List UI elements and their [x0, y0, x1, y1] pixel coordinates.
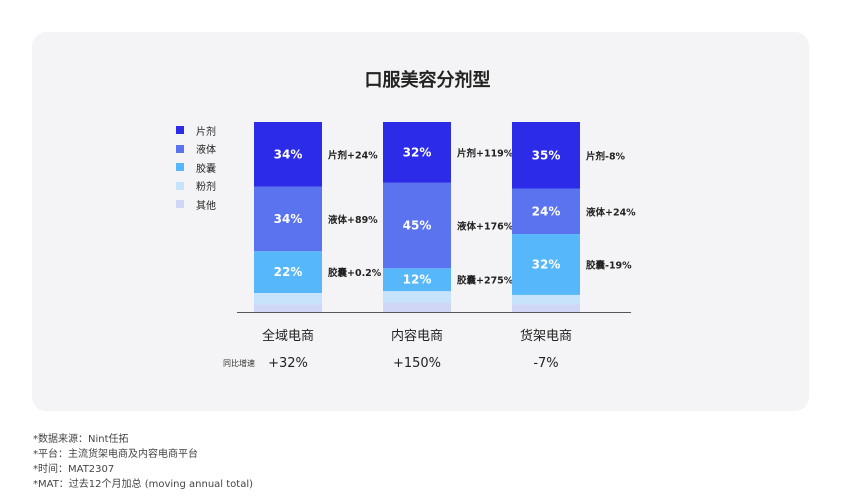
change-label-liquid-shelf: 液体+24%	[586, 206, 636, 218]
legend-swatch-capsule	[176, 163, 184, 172]
bar-segment-liquid-content	[383, 182, 451, 269]
legend-label-capsule: 胶囊	[196, 163, 216, 175]
chart-title: 口服美容分剂型	[364, 70, 491, 91]
legend-swatch-other	[176, 200, 184, 209]
category-label-all: 全域电商	[262, 328, 314, 344]
legend-item-capsule: 胶囊	[176, 158, 216, 177]
bar-segment-capsule-shelf	[512, 234, 580, 295]
bar-segment-capsule-all	[254, 251, 322, 293]
growth-value-all: +32%	[268, 356, 308, 371]
change-label-tablet-content: 片剂+119%	[457, 147, 514, 159]
bar-segment-powder-content	[383, 291, 451, 303]
legend-label-powder: 粉剂	[196, 182, 216, 194]
legend-swatch-powder	[176, 181, 184, 190]
data-label-tablet-all: 34%	[274, 147, 303, 161]
change-label-capsule-content: 胶囊+275%	[457, 275, 514, 287]
category-label-content: 内容电商	[391, 328, 443, 344]
chart-legend: 片剂 液体 胶囊 粉剂 其他	[176, 121, 216, 214]
legend-label-tablet: 片剂	[196, 126, 216, 138]
data-label-tablet-content: 32%	[403, 145, 432, 159]
footnote-platform: *平台：主流货架电商及内容电商平台	[33, 449, 198, 460]
data-label-liquid-shelf: 24%	[532, 204, 561, 218]
change-label-liquid-all: 液体+89%	[328, 214, 378, 226]
footnote-source: *数据来源：Nint任拓	[33, 434, 129, 445]
data-label-liquid-all: 34%	[274, 212, 303, 226]
legend-label-other: 其他	[196, 200, 216, 212]
bar-segment-other-all	[254, 304, 322, 312]
bar-segment-powder-shelf	[512, 294, 580, 305]
data-label-capsule-shelf: 32%	[532, 258, 561, 272]
bar-segment-other-shelf	[512, 304, 580, 312]
growth-value-shelf: -7%	[533, 356, 558, 371]
bar-segment-powder-all	[254, 293, 322, 305]
legend-item-tablet: 片剂	[176, 121, 216, 140]
legend-swatch-liquid	[176, 144, 184, 153]
category-label-shelf: 货架电商	[520, 328, 572, 344]
bar-segment-other-content	[383, 302, 451, 312]
legend-swatch-tablet	[176, 126, 184, 135]
data-label-capsule-content: 12%	[403, 273, 432, 287]
data-label-capsule-all: 22%	[274, 265, 303, 279]
legend-item-liquid: 液体	[176, 140, 216, 159]
change-label-liquid-content: 液体+176%	[457, 221, 514, 233]
footnote-time: *时间：MAT2307	[33, 464, 115, 475]
growth-value-content: +150%	[393, 356, 441, 371]
change-label-tablet-all: 片剂+24%	[328, 149, 378, 161]
bar-segment-tablet-content	[383, 122, 451, 183]
data-label-liquid-content: 45%	[403, 219, 432, 233]
footnote-mat: *MAT：过去12个月加总 (moving annual total)	[33, 479, 254, 490]
legend-item-powder: 粉剂	[176, 177, 216, 196]
legend-label-liquid: 液体	[196, 145, 216, 157]
bar-segment-tablet-shelf	[512, 122, 580, 189]
footnotes: *数据来源：Nint任拓 *平台：主流货架电商及内容电商平台 *时间：MAT23…	[33, 432, 253, 492]
bar-segment-tablet-all	[254, 122, 322, 187]
bar-segment-liquid-shelf	[512, 188, 580, 235]
change-label-capsule-all: 胶囊+0.2%	[328, 267, 382, 279]
change-label-capsule-shelf: 胶囊-19%	[586, 260, 632, 272]
data-label-tablet-shelf: 35%	[532, 148, 561, 162]
growth-label: 同比增速	[223, 359, 255, 368]
bar-segment-liquid-all	[254, 186, 322, 252]
change-label-tablet-shelf: 片剂-8%	[586, 150, 626, 162]
legend-item-other: 其他	[176, 195, 216, 214]
bar-segment-capsule-content	[383, 268, 451, 292]
